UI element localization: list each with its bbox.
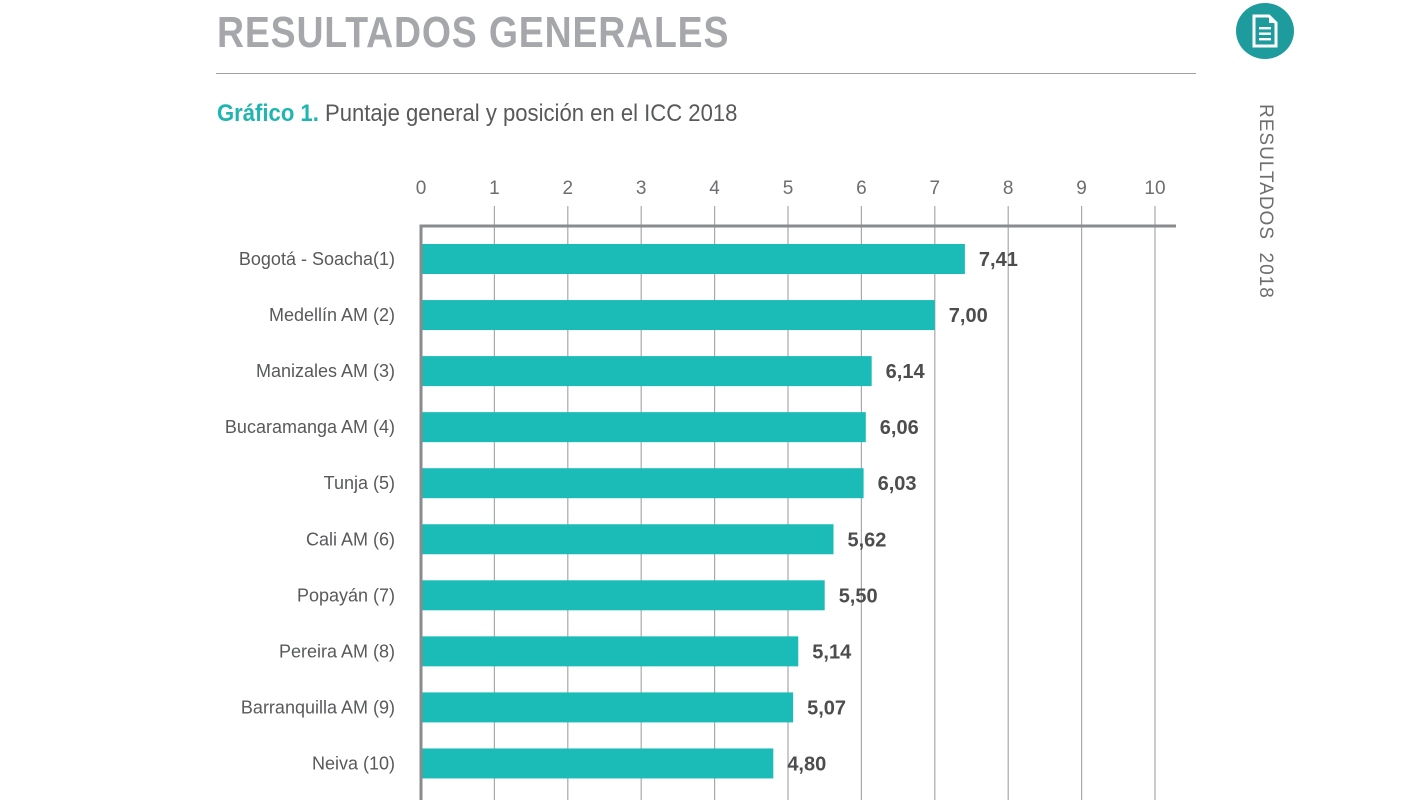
bar — [422, 636, 799, 667]
bar — [422, 692, 794, 723]
x-tick-label: 10 — [1144, 178, 1165, 199]
bar — [422, 748, 774, 779]
bar — [422, 524, 834, 555]
value-label: 5,07 — [807, 697, 846, 719]
category-label: Neiva (10) — [312, 753, 395, 773]
x-tick-label: 8 — [1003, 178, 1014, 199]
value-label: 6,03 — [878, 473, 917, 495]
category-label: Cali AM (6) — [306, 529, 395, 549]
page-title: RESULTADOS GENERALES — [217, 8, 730, 57]
section-side-label: RESULTADOS 2018 — [1255, 104, 1276, 299]
bar — [422, 412, 866, 443]
x-tick-label: 6 — [856, 178, 867, 199]
value-label: 6,14 — [886, 361, 926, 383]
bar — [422, 580, 825, 611]
bar — [422, 300, 935, 331]
value-label: 5,14 — [812, 641, 852, 663]
chart-number: Gráfico 1. — [217, 100, 319, 127]
x-tick-label: 9 — [1076, 178, 1087, 199]
value-label: 4,80 — [787, 753, 826, 775]
chart-caption: Puntaje general y posición en el ICC 201… — [324, 100, 738, 127]
chart-title: Gráfico 1. Puntaje general y posición en… — [217, 100, 737, 128]
bar — [422, 356, 872, 387]
category-label: Tunja (5) — [324, 473, 395, 493]
title-divider — [216, 73, 1196, 74]
value-label: 6,06 — [880, 417, 919, 439]
category-label: Bogotá - Soacha(1) — [239, 249, 395, 269]
category-label: Medellín AM (2) — [269, 305, 395, 325]
value-label: 5,50 — [839, 585, 878, 607]
x-tick-label: 2 — [563, 178, 574, 199]
category-label: Manizales AM (3) — [256, 361, 395, 381]
x-tick-label: 3 — [636, 178, 647, 199]
value-label: 7,00 — [949, 305, 988, 327]
x-tick-label: 4 — [709, 178, 720, 199]
value-label: 5,62 — [848, 529, 887, 551]
x-tick-label: 1 — [489, 178, 500, 199]
bar — [422, 468, 864, 499]
category-label: Bucaramanga AM (4) — [225, 417, 395, 437]
x-tick-label: 0 — [416, 178, 427, 199]
document-button[interactable] — [1236, 3, 1294, 59]
category-label: Pereira AM (8) — [279, 641, 395, 661]
document-icon — [1252, 14, 1278, 48]
value-label: 7,41 — [979, 249, 1018, 271]
category-label: Barranquilla AM (9) — [241, 697, 395, 717]
x-tick-label: 5 — [783, 178, 794, 199]
x-tick-label: 7 — [930, 178, 941, 199]
bar — [422, 244, 965, 274]
category-label: Popayán (7) — [297, 585, 395, 605]
